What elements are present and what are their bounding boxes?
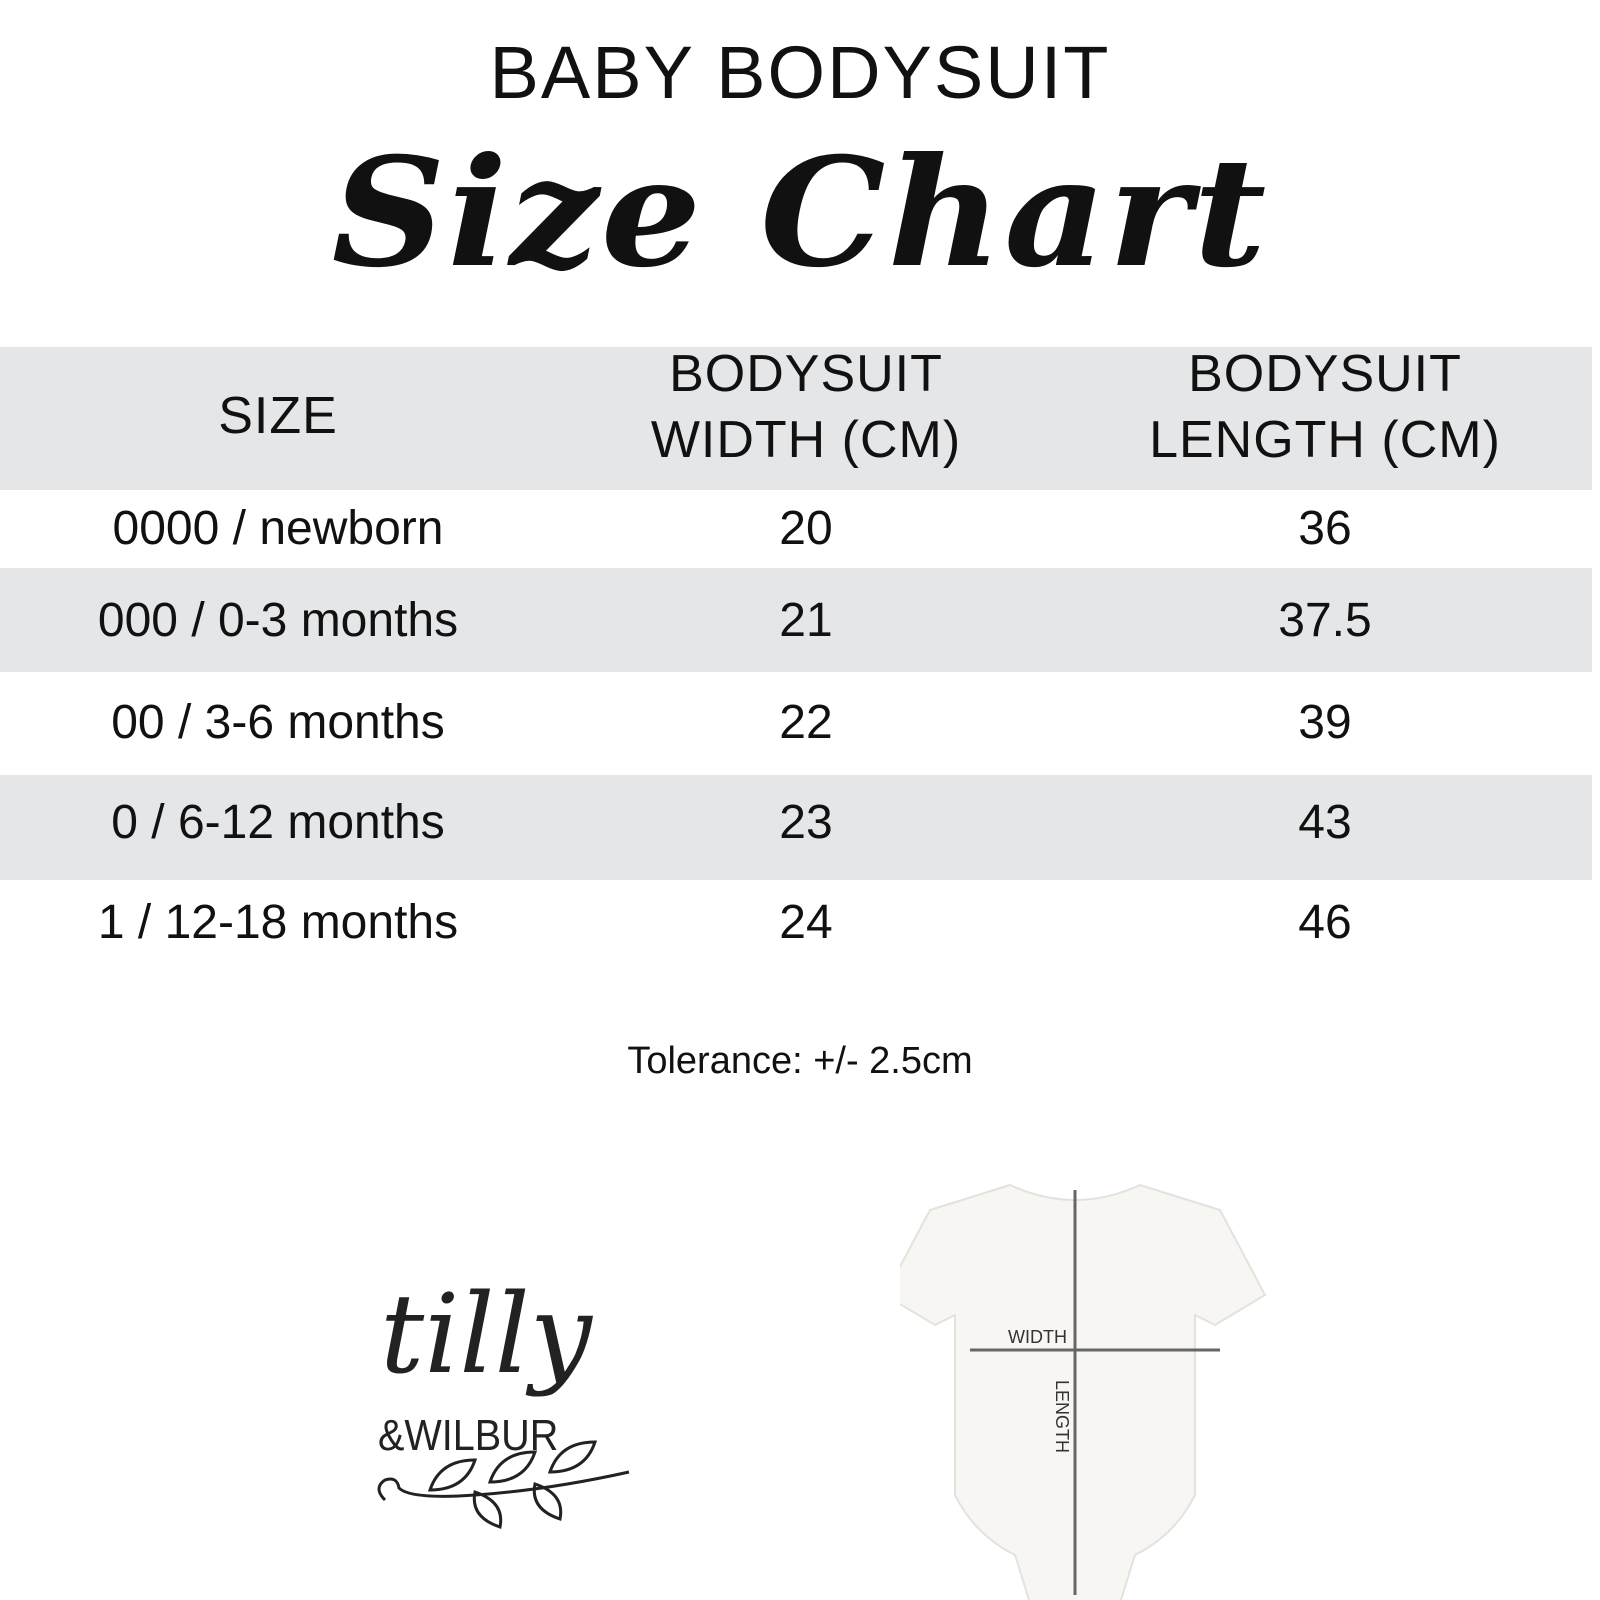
tilly-wilbur-logo: tilly &WILBUR — [377, 1270, 630, 1529]
header-length-line1: BODYSUIT — [1188, 345, 1462, 403]
logo-tilly: tilly — [380, 1270, 594, 1398]
header-width-line2: WIDTH (CM) — [650, 411, 962, 469]
size-cell: 000 / 0-3 months — [97, 594, 459, 647]
width-label: WIDTH — [1008, 1327, 1067, 1347]
title-size-chart: Size Chart — [331, 125, 1269, 301]
row-band — [0, 568, 1592, 672]
width-cell: 22 — [779, 696, 833, 749]
row-band — [0, 775, 1592, 880]
title-baby-bodysuit: BABY BODYSUIT — [489, 31, 1111, 114]
header-size: SIZE — [218, 387, 338, 445]
length-cell: 46 — [1298, 896, 1352, 949]
header-band — [0, 347, 1592, 490]
width-cell: 23 — [779, 796, 833, 849]
size-cell: 00 / 3-6 months — [111, 696, 445, 749]
header-width-line1: BODYSUIT — [669, 345, 943, 403]
size-cell: 0 / 6-12 months — [111, 796, 445, 849]
size-cell: 1 / 12-18 months — [97, 896, 459, 949]
length-label: LENGTH — [1052, 1380, 1072, 1453]
bodysuit-shape — [900, 1183, 1267, 1600]
header-length-line2: LENGTH (CM) — [1149, 411, 1501, 469]
size-cell: 0000 / newborn — [112, 502, 444, 555]
length-cell: 36 — [1298, 502, 1352, 555]
bodysuit-diagram: WIDTH LENGTH — [900, 1183, 1267, 1600]
width-cell: 21 — [779, 594, 833, 647]
length-cell: 39 — [1298, 696, 1352, 749]
leaf-branch-icon — [377, 1440, 630, 1529]
width-cell: 24 — [779, 896, 833, 949]
width-cell: 20 — [779, 502, 833, 555]
length-cell: 43 — [1298, 796, 1352, 849]
length-cell: 37.5 — [1278, 594, 1372, 647]
tolerance-note: Tolerance: +/- 2.5cm — [627, 1040, 973, 1082]
